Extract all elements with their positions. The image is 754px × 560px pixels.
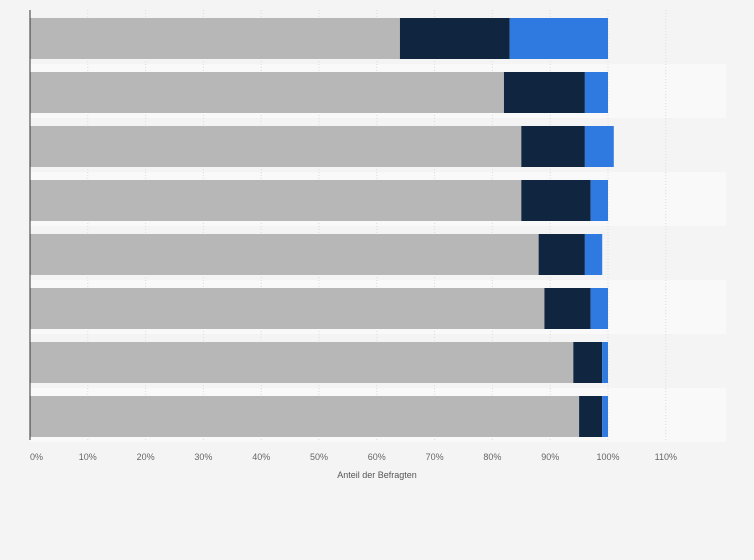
bar-segment xyxy=(503,72,585,113)
x-tick-label: 70% xyxy=(426,452,444,462)
bar-segment xyxy=(521,180,591,221)
bar-segment xyxy=(509,18,608,59)
bar-segment xyxy=(590,288,608,329)
x-tick-label: 90% xyxy=(541,452,559,462)
x-tick-label: 20% xyxy=(137,452,155,462)
x-tick-label: 0% xyxy=(30,452,43,462)
x-tick-label: 100% xyxy=(596,452,619,462)
bar-segment xyxy=(544,288,591,329)
bars xyxy=(30,18,614,437)
x-tick-label: 110% xyxy=(655,452,677,462)
bar-segment xyxy=(584,72,608,113)
bar-segment xyxy=(538,234,585,275)
x-tick-label: 80% xyxy=(483,452,501,462)
bar-segment xyxy=(30,234,539,275)
x-tick-labels: 0% 10% 20% 30% 40% 50% 60% 70% 80% 90% 100% 110% xyxy=(30,452,677,462)
x-axis-title: Anteil der Befragten xyxy=(337,470,417,480)
bar-segment xyxy=(30,18,400,59)
bar-segment xyxy=(602,342,608,383)
x-tick-label: 60% xyxy=(368,452,386,462)
x-tick-label: 50% xyxy=(310,452,328,462)
x-tick-label: 30% xyxy=(194,452,212,462)
bar-segment xyxy=(30,342,574,383)
bar-segment xyxy=(30,288,545,329)
bar-segment xyxy=(602,396,608,437)
bar-segment xyxy=(399,18,510,59)
bar-segment xyxy=(584,126,614,167)
bar-segment xyxy=(30,396,580,437)
x-tick-label: 10% xyxy=(79,452,97,462)
bar-segment xyxy=(30,72,504,113)
bar-segment xyxy=(590,180,608,221)
x-tick-label: 40% xyxy=(252,452,270,462)
bar-segment xyxy=(30,126,522,167)
bar-segment xyxy=(30,180,522,221)
bar-segment xyxy=(521,126,585,167)
bar-segment xyxy=(579,396,603,437)
bar-segment xyxy=(584,234,603,275)
bar-segment xyxy=(573,342,603,383)
